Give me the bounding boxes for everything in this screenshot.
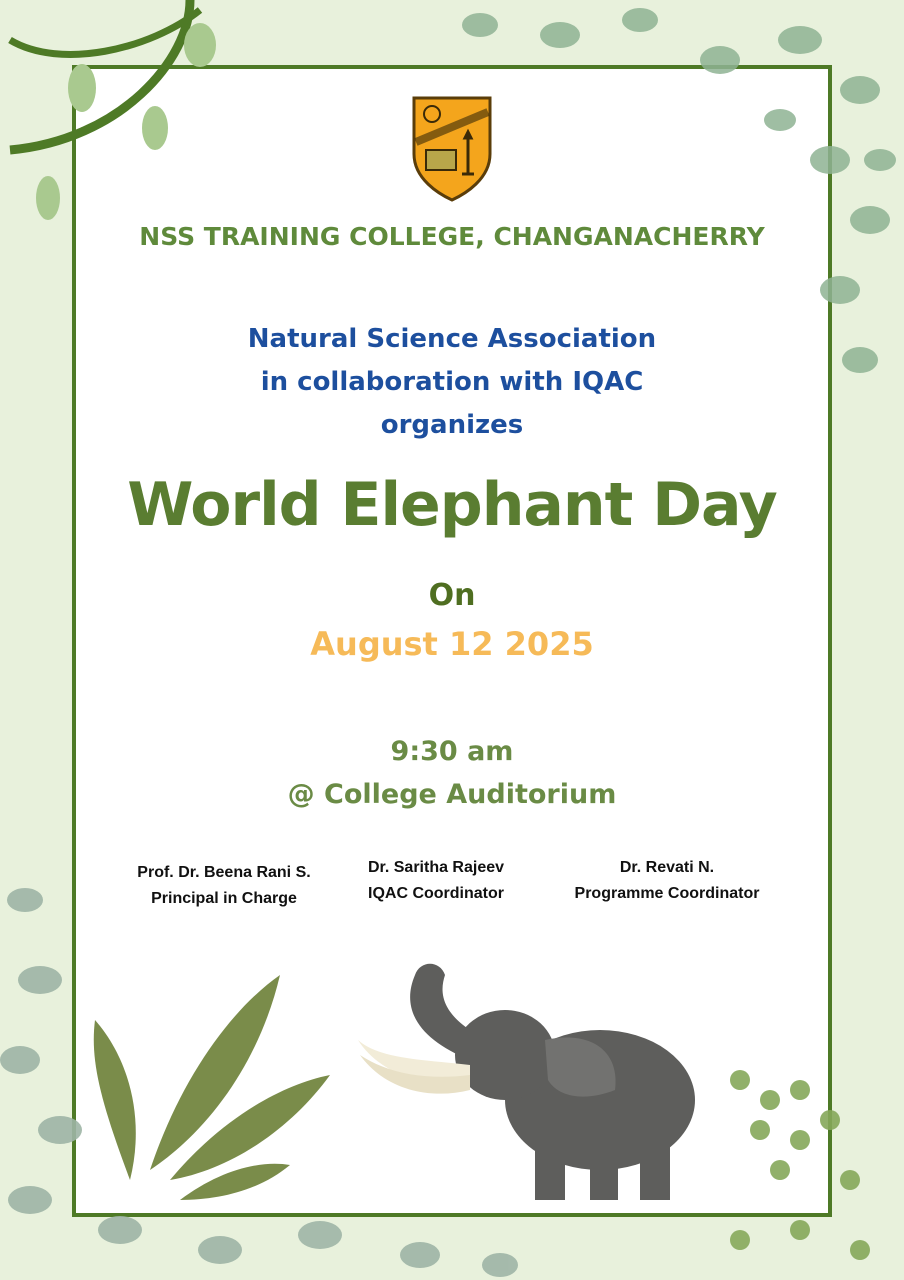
signatory-role: Programme Coordinator	[574, 885, 760, 902]
organizer-line-3: organizes	[380, 410, 524, 440]
signatory-principal: Prof. Dr. Beena Rani S. Principal in Cha…	[114, 860, 334, 912]
event-time: 9:30 am	[390, 736, 514, 767]
signatory-programme: Dr. Revati N. Programme Coordinator	[550, 855, 784, 907]
college-crest-logo	[412, 96, 492, 202]
college-name: NSS TRAINING COLLEGE, CHANGANACHERRY	[139, 222, 765, 251]
event-venue: @ College Auditorium	[287, 779, 617, 810]
signatory-role: IQAC Coordinator	[368, 885, 504, 902]
signatory-role: Principal in Charge	[151, 890, 297, 907]
signatory-iqac: Dr. Saritha Rajeev IQAC Coordinator	[336, 855, 536, 907]
on-label: On	[428, 578, 476, 613]
signatory-name: Dr. Saritha Rajeev	[367, 859, 505, 876]
time-venue-block: 9:30 am @ College Auditorium	[0, 730, 904, 816]
signatory-name: Prof. Dr. Beena Rani S.	[137, 864, 311, 881]
organizer-block: Natural Science Association in collabora…	[0, 318, 904, 447]
event-date: August 12 2025	[310, 625, 594, 663]
signatory-name: Dr. Revati N.	[619, 859, 715, 876]
organizer-line-2: in collaboration with IQAC	[260, 367, 644, 397]
event-title: World Elephant Day	[127, 470, 778, 540]
organizer-line-1: Natural Science Association	[247, 324, 657, 354]
